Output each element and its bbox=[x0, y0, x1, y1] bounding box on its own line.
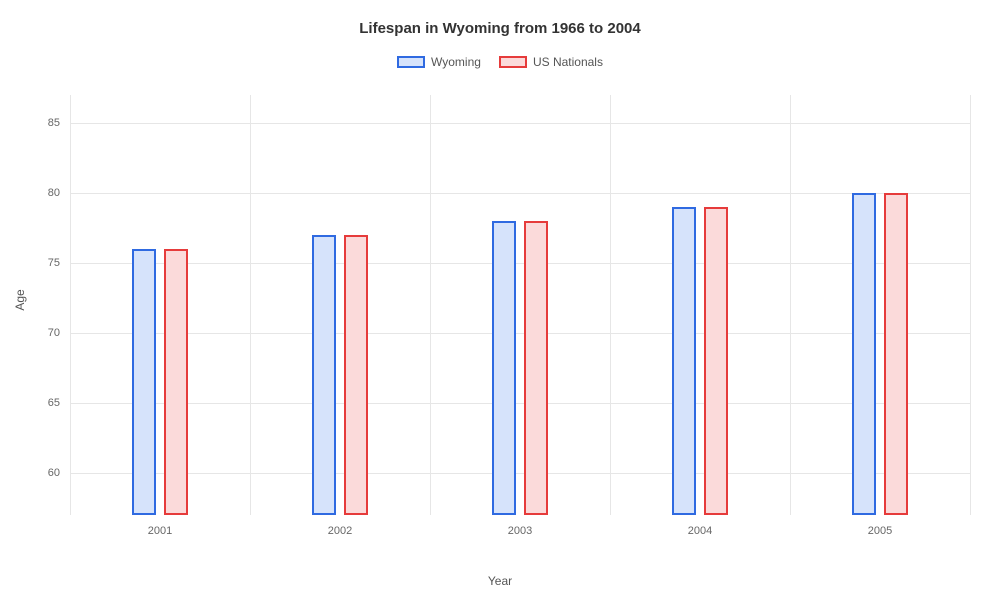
ytick-label: 65 bbox=[30, 397, 60, 409]
ytick-label: 60 bbox=[30, 467, 60, 479]
ytick-label: 85 bbox=[30, 117, 60, 129]
bar bbox=[312, 235, 336, 515]
legend-label-usnationals: US Nationals bbox=[533, 55, 603, 69]
bar bbox=[704, 207, 728, 515]
bar bbox=[492, 221, 516, 515]
xtick-label: 2001 bbox=[148, 525, 172, 537]
ytick-label: 80 bbox=[30, 187, 60, 199]
plot-area: 60657075808520012002200320042005 bbox=[70, 95, 970, 515]
xtick-label: 2003 bbox=[508, 525, 532, 537]
bar bbox=[672, 207, 696, 515]
gridline-h bbox=[70, 263, 970, 264]
y-axis-title: Age bbox=[13, 289, 27, 310]
legend-label-wyoming: Wyoming bbox=[431, 55, 481, 69]
legend-swatch-wyoming bbox=[397, 56, 425, 68]
ytick-label: 70 bbox=[30, 327, 60, 339]
xtick-label: 2004 bbox=[688, 525, 712, 537]
gridline-h bbox=[70, 193, 970, 194]
gridline-h bbox=[70, 473, 970, 474]
chart-title: Lifespan in Wyoming from 1966 to 2004 bbox=[0, 0, 1000, 37]
gridline-v bbox=[790, 95, 791, 515]
bar bbox=[344, 235, 368, 515]
bar bbox=[164, 249, 188, 515]
legend-item-usnationals: US Nationals bbox=[499, 55, 603, 69]
chart-legend: Wyoming US Nationals bbox=[0, 55, 1000, 69]
gridline-v bbox=[430, 95, 431, 515]
legend-swatch-usnationals bbox=[499, 56, 527, 68]
bar bbox=[132, 249, 156, 515]
xtick-label: 2005 bbox=[868, 525, 892, 537]
gridline-v bbox=[70, 95, 71, 515]
bar bbox=[852, 193, 876, 515]
ytick-label: 75 bbox=[30, 257, 60, 269]
gridline-h bbox=[70, 333, 970, 334]
gridline-v bbox=[970, 95, 971, 515]
gridline-v bbox=[250, 95, 251, 515]
chart-container: Lifespan in Wyoming from 1966 to 2004 Wy… bbox=[0, 0, 1000, 600]
gridline-v bbox=[610, 95, 611, 515]
gridline-h bbox=[70, 403, 970, 404]
x-axis-title: Year bbox=[488, 574, 512, 588]
bar bbox=[884, 193, 908, 515]
bar bbox=[524, 221, 548, 515]
legend-item-wyoming: Wyoming bbox=[397, 55, 481, 69]
xtick-label: 2002 bbox=[328, 525, 352, 537]
gridline-h bbox=[70, 123, 970, 124]
